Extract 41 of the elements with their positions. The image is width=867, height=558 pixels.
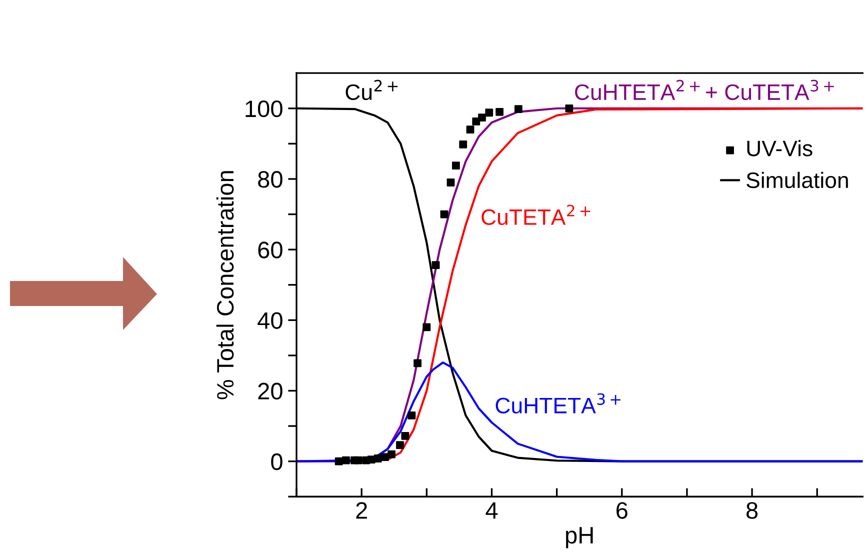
y-tick-label: 100: [246, 100, 282, 118]
point: [354, 456, 362, 464]
point: [440, 210, 448, 218]
y-tick-label: 60: [258, 242, 282, 258]
point: [514, 105, 522, 114]
point: [401, 432, 410, 440]
annotation: CuTETA$^{2+}$: [482, 204, 590, 226]
point: [565, 104, 574, 112]
point: [446, 178, 455, 186]
y-tick-label: 80: [258, 171, 282, 188]
point: [466, 126, 474, 134]
point: [381, 453, 389, 462]
y-tick-label: 20: [258, 382, 282, 400]
point: [432, 261, 440, 270]
legend-label: UV-Vis: [747, 140, 812, 156]
annotation: CuHTETA$^{2+}$+ CuTETA$^{3+}$: [575, 80, 834, 100]
point: [342, 456, 350, 464]
annotation: Cu$^{2+}$: [346, 80, 398, 100]
annotation: CuHTETA$^{3+}$: [496, 393, 620, 414]
x-axis-title: pH: [566, 527, 593, 548]
point: [452, 162, 460, 170]
y-tick-label: 0: [271, 453, 282, 470]
point: [374, 454, 382, 462]
point: [334, 457, 343, 466]
x-tick-label: 4: [486, 502, 498, 519]
point: [396, 441, 404, 450]
y-tick-label: 40: [258, 312, 282, 329]
point: [388, 450, 396, 458]
y-axis-title: % Total Concentration: [216, 171, 234, 400]
x-tick-label: 6: [616, 502, 628, 519]
point: [478, 114, 486, 122]
legend-label: Simulation: [746, 172, 848, 188]
point: [422, 323, 431, 332]
point: [496, 108, 504, 116]
x-tick-label: 2: [356, 502, 367, 519]
point: [408, 411, 416, 420]
x-tick-label: 8: [746, 502, 758, 519]
point: [459, 140, 468, 148]
point: [414, 359, 422, 368]
point: [485, 108, 494, 117]
point: [472, 118, 480, 126]
